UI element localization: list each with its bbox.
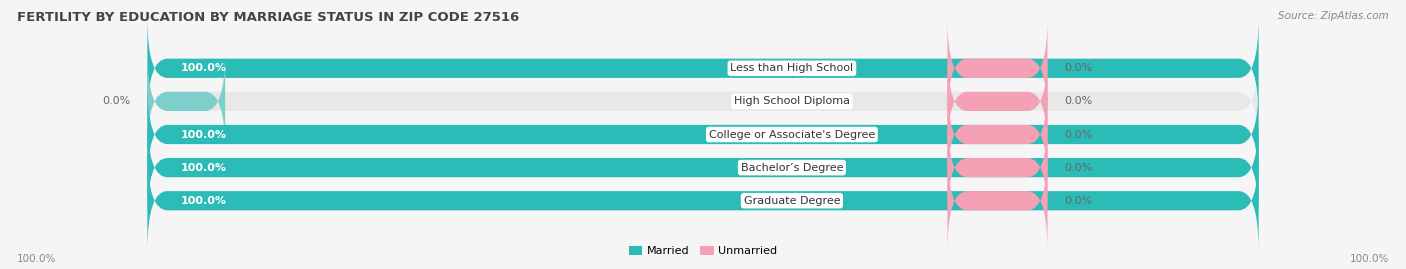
- FancyBboxPatch shape: [148, 118, 1258, 218]
- FancyBboxPatch shape: [148, 18, 1258, 118]
- FancyBboxPatch shape: [948, 51, 1047, 151]
- Text: Less than High School: Less than High School: [730, 63, 853, 73]
- Text: 100.0%: 100.0%: [181, 196, 226, 206]
- Text: College or Associate's Degree: College or Associate's Degree: [709, 129, 875, 140]
- FancyBboxPatch shape: [148, 84, 1258, 185]
- Text: 0.0%: 0.0%: [1064, 162, 1092, 173]
- FancyBboxPatch shape: [148, 18, 1258, 118]
- Text: 0.0%: 0.0%: [103, 96, 131, 107]
- FancyBboxPatch shape: [148, 51, 225, 151]
- FancyBboxPatch shape: [948, 151, 1047, 251]
- Text: 100.0%: 100.0%: [17, 254, 56, 264]
- FancyBboxPatch shape: [948, 84, 1047, 185]
- FancyBboxPatch shape: [948, 18, 1047, 118]
- Text: 0.0%: 0.0%: [1064, 129, 1092, 140]
- Text: Graduate Degree: Graduate Degree: [744, 196, 841, 206]
- Text: 0.0%: 0.0%: [1064, 96, 1092, 107]
- FancyBboxPatch shape: [148, 84, 1258, 185]
- FancyBboxPatch shape: [148, 118, 1258, 218]
- FancyBboxPatch shape: [148, 51, 1258, 151]
- Text: 0.0%: 0.0%: [1064, 63, 1092, 73]
- FancyBboxPatch shape: [148, 151, 1258, 251]
- Legend: Married, Unmarried: Married, Unmarried: [624, 241, 782, 261]
- Text: 100.0%: 100.0%: [181, 162, 226, 173]
- FancyBboxPatch shape: [948, 118, 1047, 218]
- Text: FERTILITY BY EDUCATION BY MARRIAGE STATUS IN ZIP CODE 27516: FERTILITY BY EDUCATION BY MARRIAGE STATU…: [17, 11, 519, 24]
- FancyBboxPatch shape: [148, 151, 1258, 251]
- Text: 100.0%: 100.0%: [181, 63, 226, 73]
- Text: High School Diploma: High School Diploma: [734, 96, 849, 107]
- Text: Bachelor’s Degree: Bachelor’s Degree: [741, 162, 844, 173]
- Text: 0.0%: 0.0%: [1064, 196, 1092, 206]
- Text: 100.0%: 100.0%: [1350, 254, 1389, 264]
- Text: Source: ZipAtlas.com: Source: ZipAtlas.com: [1278, 11, 1389, 21]
- Text: 100.0%: 100.0%: [181, 129, 226, 140]
